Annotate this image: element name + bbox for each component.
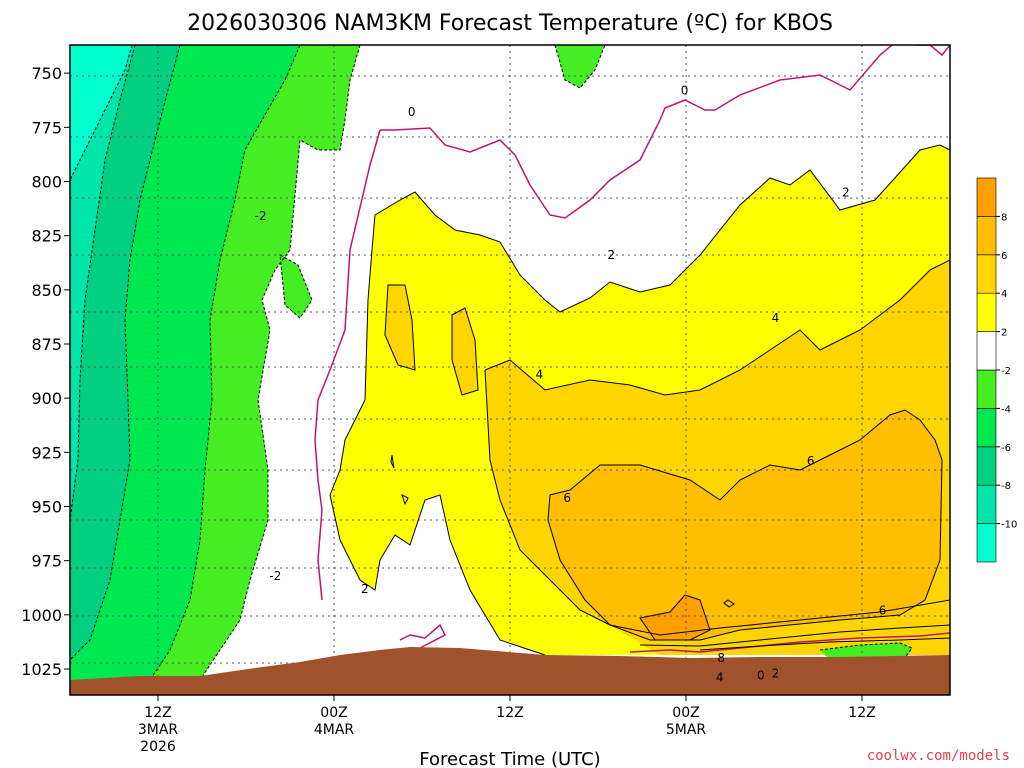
y-tick-label: 875 <box>31 335 62 354</box>
y-tick-label: 850 <box>31 281 62 300</box>
x-tick-label: 4MAR <box>314 722 355 738</box>
contour-label: 6 <box>563 491 571 505</box>
surface-cold-strip <box>820 643 912 660</box>
contour-label: 0 <box>757 669 765 683</box>
y-axis: 750 775 800 825 850 875 900 925 950 975 1000 1025 <box>21 64 70 679</box>
cold-band-minus10-to-minus12 <box>70 45 132 180</box>
colorbar: -10 -8 -6 -4 -2 2 4 6 8 <box>976 177 1017 563</box>
colorbar-label: 4 <box>1001 289 1007 300</box>
y-tick-label: 825 <box>31 227 62 246</box>
colorbar-label: -4 <box>1001 404 1011 415</box>
colorbar-bin <box>976 408 997 448</box>
contour-label: 6 <box>879 604 887 618</box>
colorbar-bin <box>976 446 997 486</box>
colorbar-bin <box>976 254 997 294</box>
contour-label: 2 <box>842 185 850 199</box>
contour-label: 2 <box>772 666 780 680</box>
colorbar-label: 8 <box>1001 212 1007 223</box>
x-tick-label: 2026 <box>140 739 176 755</box>
cold-band-small-2 <box>280 255 312 318</box>
colorbar-bin <box>976 177 997 217</box>
y-tick-label: 1000 <box>21 606 62 625</box>
warm-band-6-to-8 <box>548 410 942 640</box>
cold-band-small-1 <box>555 45 605 88</box>
y-tick-label: 975 <box>31 552 62 571</box>
chart-title: 2026030306 NAM3KM Forecast Temperature (… <box>187 11 833 36</box>
positive-contours <box>329 144 950 656</box>
y-tick-label: 925 <box>31 443 62 462</box>
y-tick-label: 750 <box>31 64 62 83</box>
colorbar-bin <box>976 523 997 563</box>
contour-label: 8 <box>717 651 725 665</box>
colorbar-bin <box>976 369 997 409</box>
x-tick-label: 12Z <box>848 705 875 721</box>
colorbar-bin <box>976 484 997 524</box>
contour-label: 6 <box>807 454 815 468</box>
y-tick-label: 775 <box>31 118 62 137</box>
colorbar-bin <box>976 331 997 371</box>
x-tick-label: 12Z <box>496 705 523 721</box>
warm-band-4-to-6-pocket-a <box>385 285 415 370</box>
y-tick-label: 950 <box>31 498 62 517</box>
contour-label: 2 <box>607 248 615 262</box>
colorbar-bin <box>976 292 997 332</box>
colorbar-label: -10 <box>1001 520 1017 531</box>
x-tick-label: 00Z <box>320 705 347 721</box>
colorbar-label: -6 <box>1001 443 1011 454</box>
contour-label: 2 <box>361 582 369 596</box>
colorbar-bin <box>976 216 997 256</box>
contour-label: -2 <box>269 569 281 583</box>
contour-label: 0 <box>408 105 416 119</box>
x-axis-label: Forecast Time (UTC) <box>419 749 600 768</box>
y-tick-label: 800 <box>31 173 62 192</box>
contour-label: -2 <box>255 209 267 223</box>
contour-label: 4 <box>716 671 724 685</box>
negative-contours <box>70 45 913 681</box>
x-tick-label: 3MAR <box>138 722 179 738</box>
x-tick-label: 00Z <box>672 705 699 721</box>
credit-text: coolwx.com/models <box>867 748 1010 764</box>
colorbar-label: -8 <box>1001 481 1011 492</box>
warm-band-8-to-10 <box>640 595 710 640</box>
contour-label: 4 <box>536 367 544 381</box>
ground-terrain <box>70 647 950 695</box>
colorbar-label: 6 <box>1001 251 1007 262</box>
contour-label: 0 <box>681 84 689 98</box>
contour-label: 4 <box>772 311 780 325</box>
cold-band-minus8-to-minus10 <box>70 45 135 520</box>
x-tick-label: 12Z <box>144 705 171 721</box>
y-tick-label: 1025 <box>21 660 62 679</box>
y-tick-label: 900 <box>31 389 62 408</box>
colorbar-label: -2 <box>1001 366 1011 377</box>
x-tick-label: 5MAR <box>666 722 707 738</box>
colorbar-label: 2 <box>1001 328 1007 339</box>
